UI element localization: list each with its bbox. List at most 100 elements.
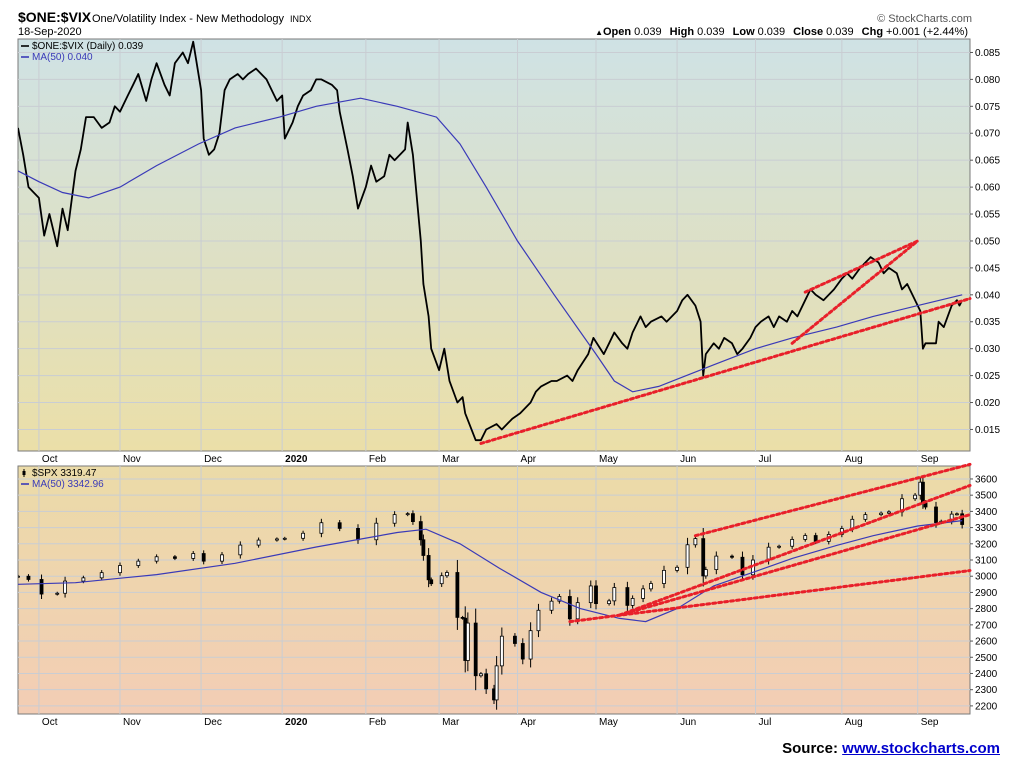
candle-body [960,513,965,525]
vix-gridlines [18,39,970,451]
spx-candle [641,585,645,603]
ohlc-label-high: High [670,26,695,38]
source-link[interactable]: www.stockcharts.com [842,740,1000,757]
dotted-trendline [479,297,972,445]
spx-candle [445,570,449,578]
spx-candle [282,536,287,541]
y-tick-label: 2600 [975,637,998,648]
vix-panel-background [17,38,971,452]
dotted-trendline [568,569,972,624]
y-tick-label: 0.070 [975,129,1000,140]
spx-candle [630,595,635,609]
candle-body [714,555,719,570]
candle-body [445,572,449,577]
candle-body [934,506,938,523]
y-tick-label: 0.080 [975,75,1000,86]
y-tick-label: 0.045 [975,263,1000,274]
spx-candle [536,603,541,638]
x-tick-label: Sep [921,717,939,728]
spx-candle [612,582,617,606]
spx-candle [879,511,883,517]
candle-body [685,544,690,568]
spx-candle [955,512,959,516]
spx-candle [499,627,504,675]
symbol-title: $ONE:$VIX [18,9,92,25]
candle-body [588,585,593,604]
x-tick-label: Nov [123,454,141,465]
spx-candle [662,565,666,589]
spx-candle [803,533,808,542]
x-tick-label: 2020 [285,454,308,465]
ohlc-value-high: 0.039 [697,26,725,38]
y-tick-label: 3500 [975,491,998,502]
candle-body [418,521,423,541]
candle-body [513,635,517,644]
spx-candle [99,570,104,581]
dotted-trendline [790,239,920,345]
candle-body [136,560,141,566]
candle-body [913,494,917,500]
vix-series [18,40,964,442]
spx-candle [275,537,279,542]
spx-candle [484,668,489,694]
spx-candle [588,580,593,609]
source-credit: Source: www.stockcharts.com [782,740,1000,757]
candle-body [173,556,177,559]
y-tick-label: 3300 [975,523,998,534]
spx-candle [594,580,598,610]
exchange-tag: INDX [290,14,312,24]
chart-header: $ONE:$VIX One/Volatility Index - New Met… [18,9,972,38]
spx-candle [455,559,460,630]
ohlc-label-chg: Chg [862,26,883,38]
ohlc-readout: +0.001 (+2.44%)Chg0.039Close0.039Low0.03… [595,26,968,38]
x-tick-label: May [599,717,618,728]
spx-candle [405,512,410,517]
y-tick-label: 0.065 [975,156,1000,167]
spx-candle [421,534,426,561]
candle-body [649,583,653,590]
candle-body [411,513,415,522]
y-tick-label: 2300 [975,685,998,696]
y-tick-label: 0.030 [975,344,1000,355]
x-tick-label: Oct [42,454,58,465]
x-tick-label: Jul [759,717,772,728]
y-tick-label: 0.040 [975,290,1000,301]
spx-candle [39,574,44,599]
spx-candle [465,612,470,672]
y-tick-label: 0.085 [975,48,1000,59]
y-tick-label: 2200 [975,701,998,712]
spx-candle [392,511,397,527]
spx-candle [714,551,719,575]
spx-candle [337,520,342,532]
x-tick-label: Feb [369,717,387,728]
vix-price-line [18,40,964,442]
dotted-trendline [693,462,972,538]
spx-candle [693,535,698,548]
spx-candle [201,550,206,565]
candle-body [607,600,611,605]
x-tick-label: Jul [759,454,772,465]
candle-body [238,544,243,556]
spx-candle [777,544,781,549]
candle-body [777,545,781,548]
spx-candle [520,638,525,665]
spx-panel: 2200 2300 2400 2500 2600 2700 2800 2900 3000 3100… [17,462,998,728]
spx-candle [256,537,261,548]
candle-body [426,555,431,581]
candle-body [455,572,460,618]
y-tick-label: 3000 [975,572,998,583]
dotted-trendline [803,239,920,294]
candle-body [26,575,31,580]
candle-body [405,513,410,516]
ohlc-value-open: 0.039 [634,26,662,38]
candle-body [528,630,533,660]
spx-candle [191,551,196,561]
spx-candle [607,598,611,606]
spx-candle [960,509,965,529]
legend-swatch-candle-body [22,471,26,475]
candle-body [18,575,20,578]
candle-body [575,602,580,620]
candle-body [484,673,489,690]
spx-candle [701,528,706,587]
